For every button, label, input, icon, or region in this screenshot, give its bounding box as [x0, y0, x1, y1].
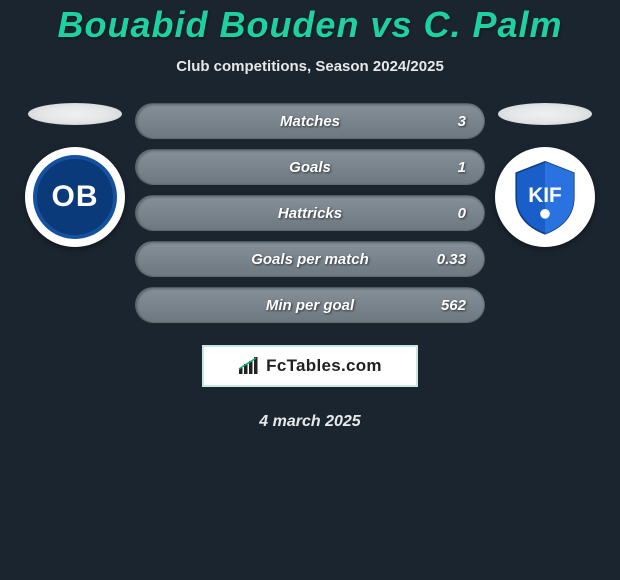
comparison-card: Bouabid Bouden vs C. Palm Club competiti… — [0, 0, 620, 431]
stat-row-goals-per-match: Goals per match 0.33 — [135, 241, 485, 277]
stats-list: Matches 3 Goals 1 Hattricks 0 Goals per … — [135, 103, 485, 323]
page-title: Bouabid Bouden vs C. Palm — [0, 4, 620, 46]
shield-icon: KIF — [505, 157, 585, 237]
brand-box[interactable]: FcTables.com — [202, 345, 418, 387]
left-club-badge-text: OB — [52, 180, 99, 214]
stat-row-min-per-goal: Min per goal 562 — [135, 287, 485, 323]
player-silhouette-halo — [498, 103, 592, 125]
right-club-badge-inner: KIF — [495, 147, 595, 247]
stat-value-right: 0.33 — [437, 251, 466, 268]
stat-value-right: 1 — [458, 159, 466, 176]
brand-text: FcTables.com — [266, 356, 382, 376]
player-silhouette-halo — [28, 103, 122, 125]
main-row: OB Matches 3 Goals 1 Hattricks 0 Goals p… — [0, 103, 620, 323]
left-player-column: OB — [25, 103, 125, 247]
stat-value-right: 3 — [458, 113, 466, 130]
svg-text:KIF: KIF — [528, 184, 562, 207]
stat-label: Goals — [289, 159, 331, 176]
right-club-badge: KIF — [495, 147, 595, 247]
stat-row-hattricks: Hattricks 0 — [135, 195, 485, 231]
subtitle: Club competitions, Season 2024/2025 — [0, 58, 620, 75]
stat-value-right: 0 — [458, 205, 466, 222]
stat-row-matches: Matches 3 — [135, 103, 485, 139]
stat-row-goals: Goals 1 — [135, 149, 485, 185]
date-text: 4 march 2025 — [0, 413, 620, 431]
left-club-badge: OB — [25, 147, 125, 247]
right-player-column: KIF — [495, 103, 595, 247]
stat-label: Matches — [280, 113, 340, 130]
stat-label: Hattricks — [278, 205, 342, 222]
stat-value-right: 562 — [441, 297, 466, 314]
left-club-badge-inner: OB — [33, 155, 117, 239]
bar-chart-icon — [238, 356, 260, 376]
stat-label: Goals per match — [251, 251, 369, 268]
stat-label: Min per goal — [266, 297, 354, 314]
